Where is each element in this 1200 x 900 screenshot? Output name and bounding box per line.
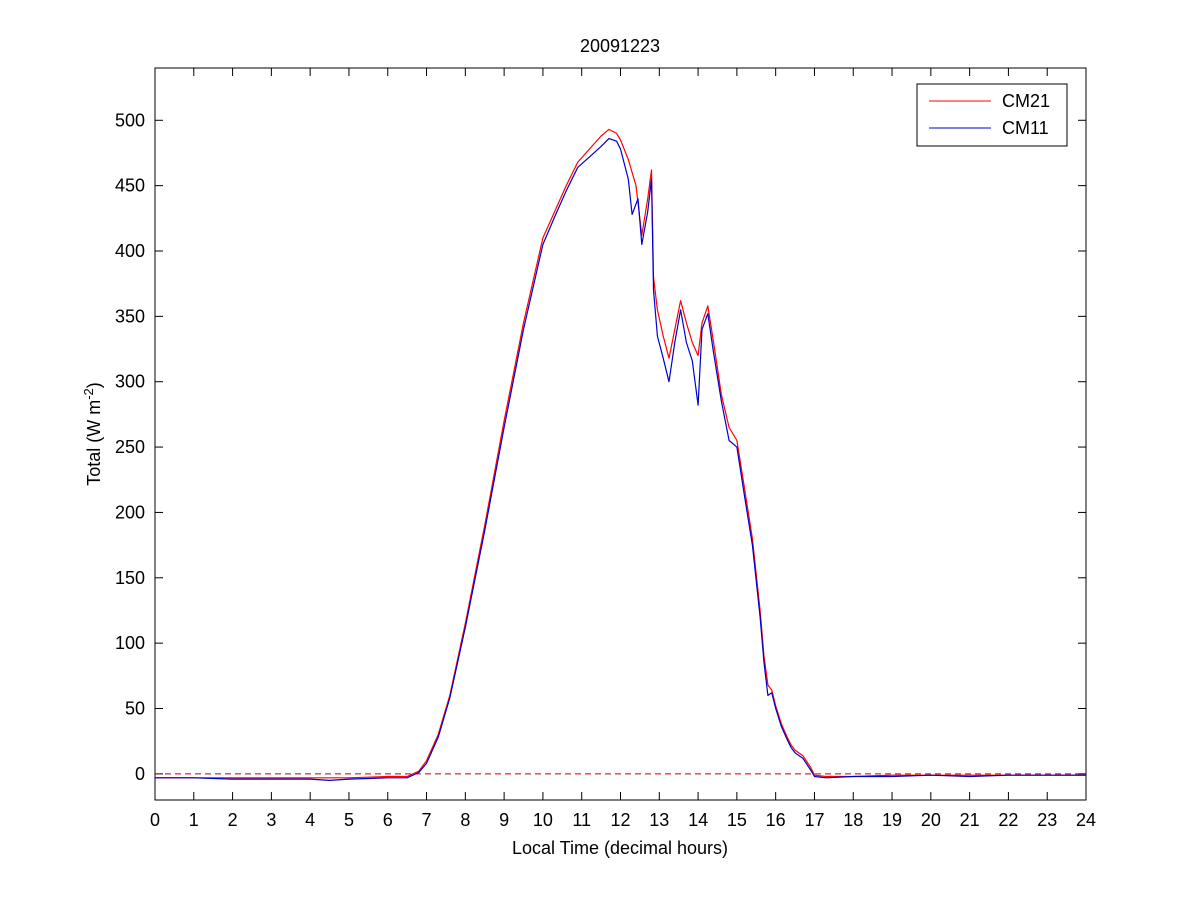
x-tick-label: 8	[460, 810, 470, 830]
legend-label-cm21: CM21	[1002, 91, 1050, 111]
x-tick-label: 13	[649, 810, 669, 830]
x-tick-label: 14	[688, 810, 708, 830]
x-tick-label: 6	[383, 810, 393, 830]
y-tick-label: 150	[115, 568, 145, 588]
series-line-cm11	[155, 138, 1086, 781]
y-tick-label: 300	[115, 372, 145, 392]
y-axis-ticks: 0 50 100 150 200 250 300 350 400 450 500	[115, 110, 1086, 784]
x-tick-label: 22	[998, 810, 1018, 830]
x-tick-label: 5	[344, 810, 354, 830]
y-tick-label: 400	[115, 241, 145, 261]
x-tick-label: 4	[305, 810, 315, 830]
x-tick-label: 18	[843, 810, 863, 830]
x-tick-label: 16	[766, 810, 786, 830]
legend-box	[916, 83, 1068, 147]
x-tick-label: 1	[189, 810, 199, 830]
x-tick-label: 9	[499, 810, 509, 830]
x-tick-label: 23	[1037, 810, 1057, 830]
x-tick-label: 3	[266, 810, 276, 830]
x-tick-label: 0	[150, 810, 160, 830]
y-axis-label-main: Total (W m	[84, 400, 104, 486]
x-tick-label: 19	[882, 810, 902, 830]
y-tick-label: 50	[125, 699, 145, 719]
x-tick-label: 15	[727, 810, 747, 830]
y-tick-label: 200	[115, 502, 145, 522]
y-axis-label-exponent: -2	[81, 388, 96, 400]
x-axis-ticks: 0 1 2 3 4 5 6 7 8 9 10 11 12 13 14 15 16 17 18 19 20 21 22 23 24	[150, 68, 1096, 830]
x-tick-label: 21	[960, 810, 980, 830]
y-tick-label: 100	[115, 633, 145, 653]
y-tick-label: 250	[115, 437, 145, 457]
x-tick-label: 7	[422, 810, 432, 830]
y-axis-label-close: )	[84, 382, 104, 388]
y-tick-label: 450	[115, 176, 145, 196]
plot-area: 0 1 2 3 4 5 6 7 8 9 10 11 12 13 14 15 16 17 18 19 20 21 22 23 24…	[115, 67, 1096, 830]
axes-box	[154, 67, 1087, 801]
x-axis-label: Local Time (decimal hours)	[512, 838, 728, 858]
y-tick-label: 500	[115, 110, 145, 130]
chart-title: 20091223	[580, 36, 660, 56]
y-tick-label: 350	[115, 306, 145, 326]
legend-label-cm11: CM11	[1002, 118, 1049, 138]
x-tick-label: 24	[1076, 810, 1096, 830]
x-tick-label: 20	[921, 810, 941, 830]
y-axis-label: Total (W m-2)	[81, 382, 104, 486]
x-tick-label: 17	[804, 810, 824, 830]
y-tick-label: 0	[135, 764, 145, 784]
x-tick-label: 12	[610, 810, 630, 830]
x-tick-label: 2	[228, 810, 238, 830]
x-tick-label: 11	[572, 810, 591, 830]
x-tick-label: 10	[533, 810, 553, 830]
series-lines	[155, 128, 1086, 781]
legend: CM21 CM11	[916, 83, 1068, 147]
